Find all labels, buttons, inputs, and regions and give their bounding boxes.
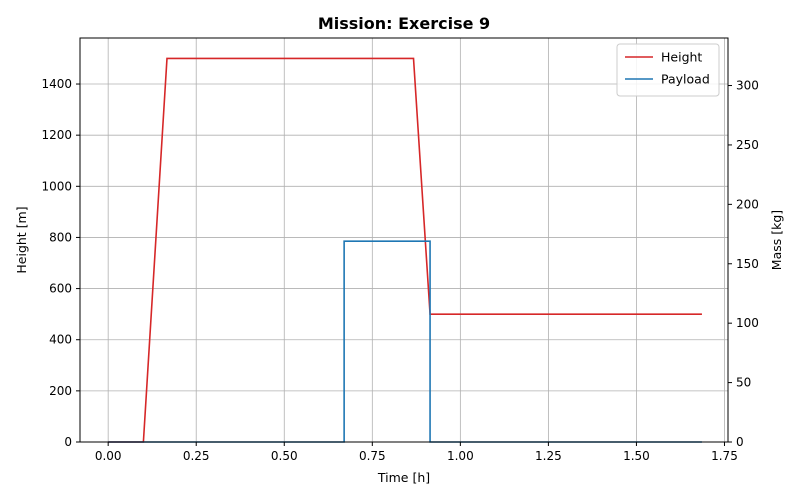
y2-tick-label: 50	[736, 376, 751, 390]
series-layer	[108, 57, 702, 443]
series-line-payload	[108, 240, 702, 443]
y2-tick-label: 200	[736, 197, 759, 211]
legend-label-height: Height	[661, 50, 702, 65]
y-tick-label: 0	[64, 435, 72, 449]
y-axis-ticks: 0 200 400 600 800 1000 1200 1400	[41, 77, 80, 449]
y-tick-label: 1000	[41, 179, 72, 193]
y2-tick-label: 0	[736, 435, 744, 449]
legend-label-payload: Payload	[661, 72, 710, 87]
x-axis-label: Time [h]	[377, 470, 430, 485]
plot-frame	[79, 37, 729, 443]
x-tick-label: 1.50	[623, 449, 650, 463]
y2-tick-label: 300	[736, 79, 759, 93]
x-axis-ticks: 0.00 0.25 0.50 0.75 1.00 1.25 1.50 1.75	[95, 442, 738, 463]
y-tick-label: 1400	[41, 77, 72, 91]
x-tick-label: 1.00	[447, 449, 474, 463]
x-tick-label: 1.75	[711, 449, 738, 463]
x-tick-label: 0.25	[183, 449, 210, 463]
x-tick-label: 0.00	[95, 449, 122, 463]
y-tick-label: 800	[49, 230, 72, 244]
series-line-height	[108, 57, 702, 443]
y-tick-label: 600	[49, 282, 72, 296]
y2-tick-label: 100	[736, 316, 759, 330]
chart-title: Mission: Exercise 9	[318, 14, 490, 33]
y-tick-label: 200	[49, 384, 72, 398]
grid-layer	[80, 38, 728, 443]
y2-axis-label: Mass [kg]	[769, 210, 784, 270]
y2-tick-label: 250	[736, 138, 759, 152]
legend: Height Payload	[616, 43, 720, 97]
x-tick-label: 0.50	[271, 449, 298, 463]
x-tick-label: 0.75	[359, 449, 386, 463]
y-tick-label: 1200	[41, 128, 72, 142]
y2-axis-ticks: 0 50 100 150 200 250 300	[728, 79, 759, 449]
y-tick-label: 400	[49, 333, 72, 347]
y-axis-label: Height [m]	[14, 206, 29, 273]
x-tick-label: 1.25	[535, 449, 562, 463]
y2-tick-label: 150	[736, 257, 759, 271]
